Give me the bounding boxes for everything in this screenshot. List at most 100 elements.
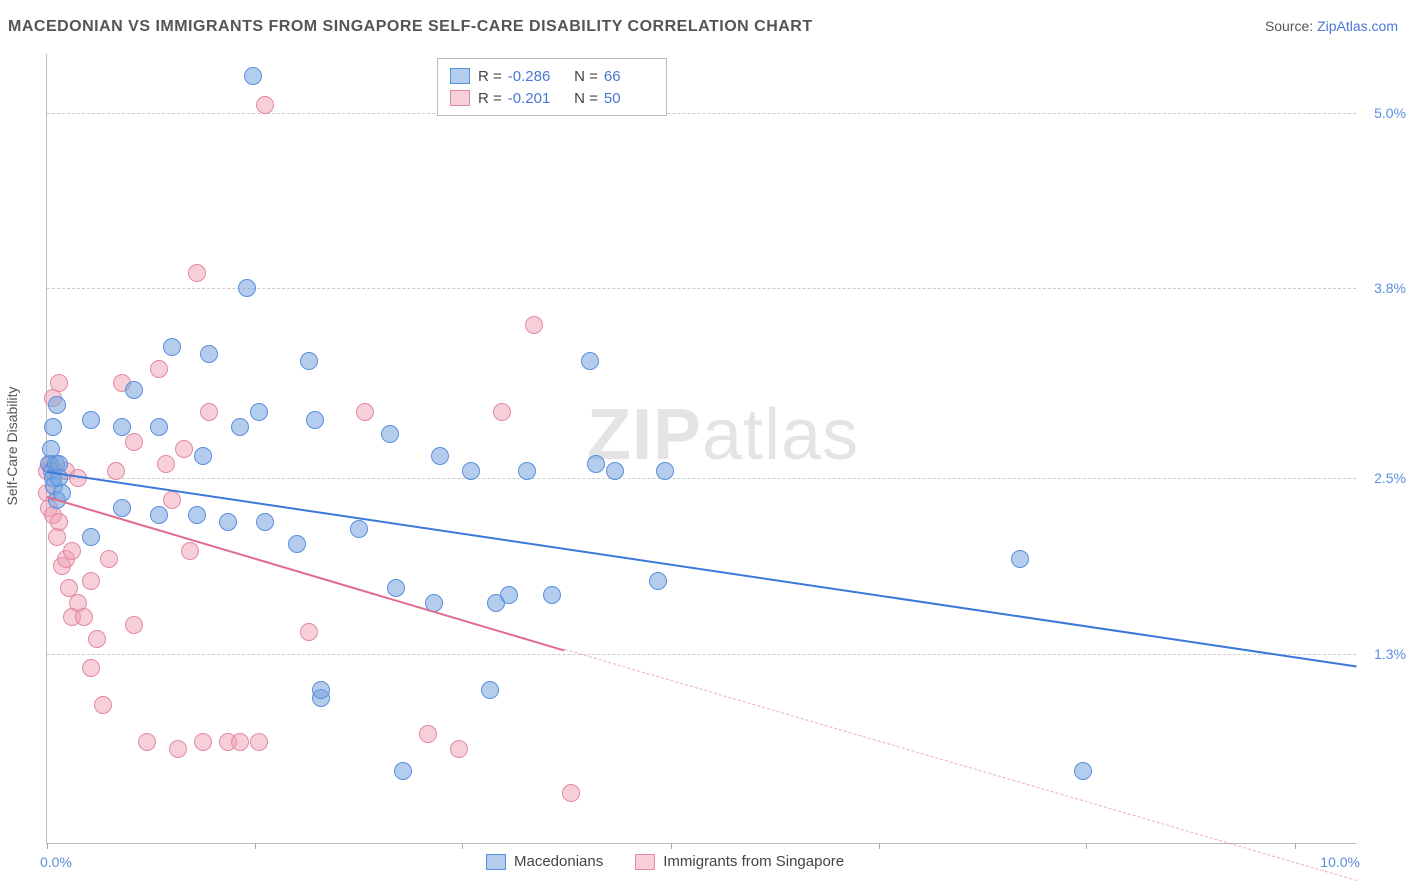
x-tick (671, 843, 672, 849)
y-tick-label: 5.0% (1362, 105, 1406, 121)
scatter-point-blue (288, 535, 306, 553)
scatter-point-blue (381, 425, 399, 443)
r-label: R = (478, 90, 502, 107)
scatter-point-pink (88, 630, 106, 648)
swatch-pink (450, 90, 470, 106)
y-tick-label: 1.3% (1362, 646, 1406, 662)
scatter-point-blue (500, 586, 518, 604)
scatter-point-pink (194, 733, 212, 751)
swatch-blue (486, 854, 506, 870)
scatter-point-pink (125, 433, 143, 451)
scatter-point-pink (493, 403, 511, 421)
scatter-point-blue (581, 352, 599, 370)
scatter-point-pink (562, 784, 580, 802)
source-attribution: Source: ZipAtlas.com (1265, 18, 1398, 34)
x-tick (1086, 843, 1087, 849)
scatter-point-pink (138, 733, 156, 751)
plot-wrap: ZIPatlas 5.0%3.8%2.5%1.3%R = -0.286 N = … (46, 54, 1356, 844)
scatter-point-pink (419, 725, 437, 743)
gridline (47, 113, 1356, 114)
scatter-point-pink (200, 403, 218, 421)
source-link[interactable]: ZipAtlas.com (1317, 18, 1398, 34)
scatter-point-blue (82, 528, 100, 546)
scatter-point-blue (231, 418, 249, 436)
scatter-point-pink (100, 550, 118, 568)
scatter-point-pink (50, 374, 68, 392)
scatter-point-blue (300, 352, 318, 370)
scatter-point-blue (150, 506, 168, 524)
scatter-point-blue (394, 762, 412, 780)
x-tick (462, 843, 463, 849)
scatter-point-pink (125, 616, 143, 634)
n-label: N = (566, 90, 598, 107)
scatter-point-blue (163, 338, 181, 356)
scatter-point-blue (188, 506, 206, 524)
scatter-point-pink (256, 96, 274, 114)
swatch-blue (450, 68, 470, 84)
scatter-point-pink (356, 403, 374, 421)
legend-label-pink: Immigrants from Singapore (663, 853, 844, 870)
x-axis-max-label: 10.0% (1320, 854, 1360, 870)
scatter-point-blue (113, 499, 131, 517)
n-label: N = (566, 68, 598, 85)
x-axis-min-label: 0.0% (40, 854, 72, 870)
r-value: -0.286 (508, 68, 558, 85)
y-tick-label: 2.5% (1362, 470, 1406, 486)
trend-line-blue (47, 471, 1357, 668)
scatter-point-pink (163, 491, 181, 509)
scatter-point-blue (431, 447, 449, 465)
x-tick (47, 843, 48, 849)
gridline (47, 654, 1356, 655)
scatter-point-pink (169, 740, 187, 758)
scatter-point-blue (250, 403, 268, 421)
scatter-point-blue (219, 513, 237, 531)
scatter-point-blue (44, 418, 62, 436)
scatter-point-blue (543, 586, 561, 604)
watermark: ZIPatlas (587, 394, 859, 476)
scatter-point-pink (50, 513, 68, 531)
scatter-point-blue (194, 447, 212, 465)
scatter-point-pink (231, 733, 249, 751)
n-value: 66 (604, 68, 654, 85)
stats-row-pink: R = -0.201 N = 50 (450, 87, 654, 109)
scatter-point-blue (481, 681, 499, 699)
scatter-point-pink (107, 462, 125, 480)
scatter-point-pink (82, 659, 100, 677)
scatter-point-pink (300, 623, 318, 641)
scatter-point-pink (82, 572, 100, 590)
scatter-point-pink (150, 360, 168, 378)
bottom-legend: Macedonians Immigrants from Singapore (486, 853, 844, 870)
stats-legend: R = -0.286 N = 66R = -0.201 N = 50 (437, 58, 667, 116)
scatter-point-blue (306, 411, 324, 429)
scatter-point-pink (188, 264, 206, 282)
scatter-point-blue (462, 462, 480, 480)
r-label: R = (478, 68, 502, 85)
scatter-point-pink (181, 542, 199, 560)
scatter-point-blue (606, 462, 624, 480)
trend-line-pink-ext (564, 649, 1357, 881)
swatch-pink (635, 854, 655, 870)
y-axis-label: Self-Care Disability (4, 386, 20, 505)
scatter-point-blue (350, 520, 368, 538)
x-tick (255, 843, 256, 849)
scatter-point-blue (1011, 550, 1029, 568)
gridline (47, 478, 1356, 479)
scatter-point-blue (518, 462, 536, 480)
scatter-point-blue (1074, 762, 1092, 780)
scatter-point-blue (312, 681, 330, 699)
watermark-light: atlas (702, 395, 859, 475)
chart-title: MACEDONIAN VS IMMIGRANTS FROM SINGAPORE … (8, 18, 813, 35)
scatter-point-pink (250, 733, 268, 751)
scatter-point-blue (113, 418, 131, 436)
stats-row-blue: R = -0.286 N = 66 (450, 65, 654, 87)
scatter-point-pink (75, 608, 93, 626)
n-value: 50 (604, 90, 654, 107)
scatter-point-pink (157, 455, 175, 473)
plot-area: ZIPatlas 5.0%3.8%2.5%1.3%R = -0.286 N = … (46, 54, 1356, 844)
y-tick-label: 3.8% (1362, 280, 1406, 296)
scatter-point-pink (94, 696, 112, 714)
scatter-point-blue (150, 418, 168, 436)
scatter-point-blue (238, 279, 256, 297)
chart-header: MACEDONIAN VS IMMIGRANTS FROM SINGAPORE … (8, 18, 1398, 48)
x-tick (1295, 843, 1296, 849)
